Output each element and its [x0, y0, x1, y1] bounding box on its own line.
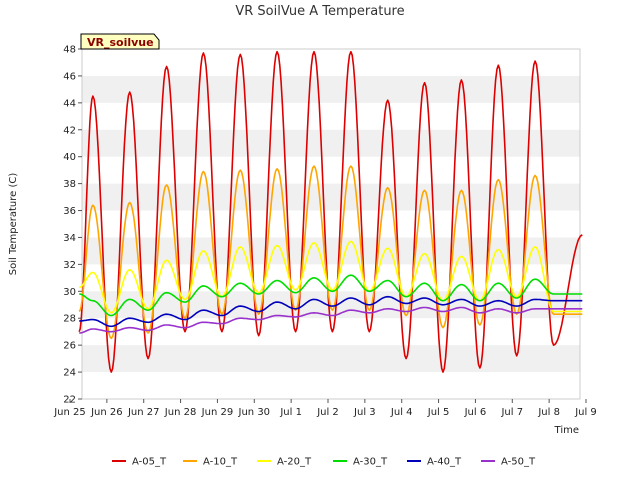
grid-band: [82, 183, 580, 211]
series-lines: [78, 50, 583, 373]
legend-item: A-40_T: [407, 457, 462, 468]
plot-frame: [81, 48, 581, 400]
legend-label: A-40_T: [427, 457, 462, 468]
x-tick-label: Jun 26: [90, 407, 123, 418]
y-tick-label: 32: [63, 260, 76, 271]
y-tick-label: 26: [63, 341, 76, 352]
grid-band: [82, 75, 580, 103]
y-tick-label: 28: [63, 314, 76, 325]
y-axis-label: Soil Temperature (C): [8, 173, 19, 276]
y-tick-label: 30: [63, 287, 76, 298]
legend-item: A-30_T: [333, 457, 388, 468]
x-tick-label: Jul 7: [500, 407, 523, 418]
y-tick-label: 44: [63, 98, 76, 109]
y-tick-label: 48: [63, 45, 76, 56]
x-tick-label: Jun 30: [238, 407, 271, 418]
y-tick-label: 34: [63, 233, 76, 244]
site-badge-label: VR_soilvue: [87, 36, 154, 49]
x-tick-label: Jul 6: [464, 407, 487, 418]
legend-item: A-05_T: [112, 457, 167, 468]
chart-title: VR SoilVue A Temperature: [235, 4, 404, 19]
legend-label: A-50_T: [501, 457, 536, 468]
y-axis-ticks: 2224262830323436384042444648: [63, 45, 82, 406]
x-axis-ticks: Jun 25 Jun 26 Jun 27 Jun 28 Jun 29 Jun 30 Jul …: [53, 399, 597, 418]
legend-item: A-10_T: [183, 457, 238, 468]
x-tick-label: Jul 3: [353, 407, 376, 418]
x-tick-label: Jul 9: [574, 407, 597, 418]
plot-background-bands: [82, 75, 580, 373]
series-line-a-20-t: [79, 240, 583, 314]
y-tick-label: 38: [63, 179, 76, 190]
series-line-a-40-t: [79, 295, 583, 328]
series-line-a-05-t: [78, 50, 583, 373]
legend-item: A-50_T: [481, 457, 536, 468]
x-tick-label: Jul 2: [316, 407, 339, 418]
x-tick-label: Jul 1: [279, 407, 302, 418]
y-tick-label: 46: [63, 71, 76, 82]
legend-label: A-10_T: [203, 457, 238, 468]
series-line-a-30-t: [79, 274, 583, 317]
site-badge: VR_soilvue: [80, 33, 160, 50]
x-tick-label: Jun 28: [164, 407, 197, 418]
x-axis-label: Time: [554, 425, 579, 436]
y-tick-label: 42: [63, 125, 76, 136]
y-tick-label: 24: [63, 368, 76, 379]
site-badge-box: [80, 33, 160, 50]
series-line-a-50-t: [79, 306, 583, 334]
legend-label: A-05_T: [132, 457, 167, 468]
y-tick-label: 36: [63, 206, 76, 217]
legend: A-05_T A-10_T A-20_T A-30_T A-40_T A-50_T: [112, 457, 536, 468]
series-line-a-10-t: [78, 165, 583, 340]
legend-label: A-20_T: [277, 457, 312, 468]
grid-band: [82, 345, 580, 373]
x-tick-label: Jun 29: [201, 407, 234, 418]
x-tick-label: Jun 25: [53, 407, 86, 418]
x-tick-label: Jul 8: [537, 407, 560, 418]
x-tick-label: Jul 5: [427, 407, 450, 418]
x-tick-label: Jul 4: [390, 407, 413, 418]
legend-item: A-20_T: [257, 457, 312, 468]
legend-label: A-30_T: [353, 457, 388, 468]
grid-band: [82, 129, 580, 157]
x-tick-label: Jun 27: [127, 407, 160, 418]
y-tick-label: 40: [63, 152, 76, 163]
